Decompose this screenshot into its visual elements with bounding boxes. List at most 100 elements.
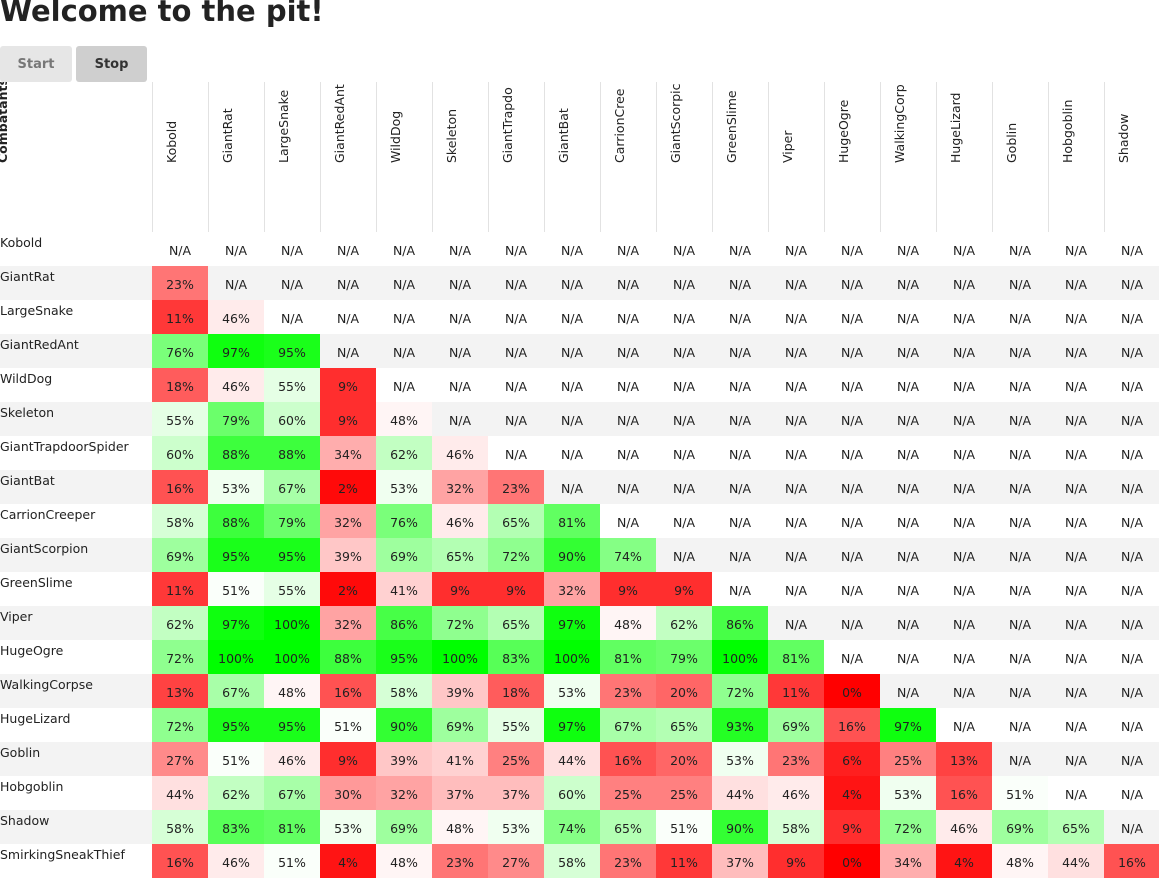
result-cell: N/A bbox=[560, 276, 584, 292]
column-header: Goblin bbox=[992, 82, 1049, 232]
result-cell: 90% bbox=[712, 810, 768, 844]
result-cell: N/A bbox=[616, 276, 640, 292]
row-label: Viper bbox=[0, 609, 33, 624]
result-cell: N/A bbox=[840, 548, 864, 564]
result-cell: 60% bbox=[264, 402, 320, 436]
result-cell: 79% bbox=[264, 504, 320, 538]
result-cell: 9% bbox=[600, 572, 656, 606]
result-cell: 53% bbox=[320, 810, 376, 844]
result-cell: 65% bbox=[488, 504, 544, 538]
result-cell: 41% bbox=[376, 572, 432, 606]
result-cell: N/A bbox=[1008, 616, 1032, 632]
result-cell: N/A bbox=[448, 242, 472, 258]
result-cell: 39% bbox=[376, 742, 432, 776]
result-cell: 9% bbox=[432, 572, 488, 606]
start-button[interactable]: Start bbox=[0, 46, 72, 82]
result-cell: N/A bbox=[728, 446, 752, 462]
result-cell: 72% bbox=[712, 674, 768, 708]
result-cell: 16% bbox=[1104, 844, 1159, 878]
result-cell: 13% bbox=[152, 674, 208, 708]
result-cell: N/A bbox=[952, 616, 976, 632]
result-cell: N/A bbox=[952, 514, 976, 530]
result-cell: 39% bbox=[432, 674, 488, 708]
result-cell: N/A bbox=[1008, 718, 1032, 734]
result-cell: 27% bbox=[152, 742, 208, 776]
result-cell: N/A bbox=[840, 276, 864, 292]
result-cell: N/A bbox=[280, 276, 304, 292]
result-cell: N/A bbox=[560, 378, 584, 394]
result-cell: 30% bbox=[320, 776, 376, 810]
column-header-label: GiantBat bbox=[556, 108, 571, 163]
result-cell: 44% bbox=[1048, 844, 1104, 878]
result-cell: N/A bbox=[1064, 378, 1088, 394]
result-cell: N/A bbox=[1120, 650, 1144, 666]
row-label: GiantTrapdoorSpider bbox=[0, 439, 129, 454]
result-cell: N/A bbox=[1120, 514, 1144, 530]
result-cell: 65% bbox=[1048, 810, 1104, 844]
result-cell: 4% bbox=[936, 844, 992, 878]
table-row: HugeLizard 72% 95% 95% 51% 90% 69% 55% 97% 67% 65%… bbox=[0, 708, 1159, 742]
result-cell: N/A bbox=[560, 412, 584, 428]
result-cell: N/A bbox=[504, 446, 528, 462]
result-cell: 93% bbox=[712, 708, 768, 742]
result-cell: N/A bbox=[672, 242, 696, 258]
result-cell: 23% bbox=[432, 844, 488, 878]
result-cell: N/A bbox=[896, 344, 920, 360]
result-cell: N/A bbox=[840, 616, 864, 632]
page-title: Welcome to the pit! bbox=[0, 0, 324, 28]
result-cell: N/A bbox=[448, 276, 472, 292]
result-cell: N/A bbox=[560, 242, 584, 258]
result-cell: 27% bbox=[488, 844, 544, 878]
result-cell: 67% bbox=[264, 470, 320, 504]
result-cell: 55% bbox=[488, 708, 544, 742]
result-cell: N/A bbox=[224, 276, 248, 292]
result-cell: 32% bbox=[544, 572, 600, 606]
result-cell: N/A bbox=[672, 378, 696, 394]
row-label: Kobold bbox=[0, 235, 43, 250]
result-cell: 48% bbox=[432, 810, 488, 844]
result-cell: 23% bbox=[768, 742, 824, 776]
table-row: Hobgoblin 44% 62% 67% 30% 32% 37% 37% 60% 25% 25% 4… bbox=[0, 776, 1159, 810]
result-cell: 69% bbox=[432, 708, 488, 742]
column-header-label: WalkingCorp bbox=[892, 84, 907, 163]
result-cell: 81% bbox=[544, 504, 600, 538]
result-cell: N/A bbox=[504, 242, 528, 258]
result-cell: N/A bbox=[1008, 344, 1032, 360]
result-cell: N/A bbox=[896, 378, 920, 394]
column-header-label: Kobold bbox=[164, 120, 179, 163]
result-cell: 48% bbox=[992, 844, 1048, 878]
table-row: WildDog 18% 46% 55% 9% N/A N/A N/A N/A N/A N/A N/A N… bbox=[0, 368, 1159, 402]
result-cell: N/A bbox=[1008, 752, 1032, 768]
result-cell: N/A bbox=[1008, 242, 1032, 258]
result-cell: 20% bbox=[656, 674, 712, 708]
result-cell: N/A bbox=[840, 310, 864, 326]
result-cell: N/A bbox=[1064, 582, 1088, 598]
result-cell: 18% bbox=[488, 674, 544, 708]
result-cell: 55% bbox=[264, 368, 320, 402]
result-cell: 69% bbox=[768, 708, 824, 742]
column-header: GreenSlime bbox=[712, 82, 769, 232]
result-cell: 46% bbox=[936, 810, 992, 844]
result-cell: 20% bbox=[656, 742, 712, 776]
result-cell: N/A bbox=[840, 480, 864, 496]
result-cell: 62% bbox=[208, 776, 264, 810]
result-cell: 48% bbox=[376, 402, 432, 436]
result-cell: N/A bbox=[336, 242, 360, 258]
result-cell: N/A bbox=[1120, 820, 1144, 836]
column-header-label: Shadow bbox=[1116, 113, 1131, 163]
result-cell: N/A bbox=[1064, 616, 1088, 632]
result-cell: 32% bbox=[432, 470, 488, 504]
table-row: Kobold N/A N/A N/A N/A N/A N/A N/A N/A N/A N/A N/A N… bbox=[0, 232, 1159, 266]
result-cell: 44% bbox=[544, 742, 600, 776]
control-buttons: Start Stop bbox=[0, 46, 147, 82]
result-cell: 95% bbox=[264, 708, 320, 742]
result-cell: N/A bbox=[392, 276, 416, 292]
result-cell: N/A bbox=[672, 548, 696, 564]
result-cell: N/A bbox=[896, 616, 920, 632]
column-header-label: Hobgoblin bbox=[1060, 99, 1075, 163]
result-cell: N/A bbox=[448, 310, 472, 326]
result-cell: N/A bbox=[840, 582, 864, 598]
result-cell: 9% bbox=[768, 844, 824, 878]
stop-button[interactable]: Stop bbox=[76, 46, 147, 82]
table-row: LargeSnake 11% 46% N/A N/A N/A N/A N/A N/A N/A N/A… bbox=[0, 300, 1159, 334]
